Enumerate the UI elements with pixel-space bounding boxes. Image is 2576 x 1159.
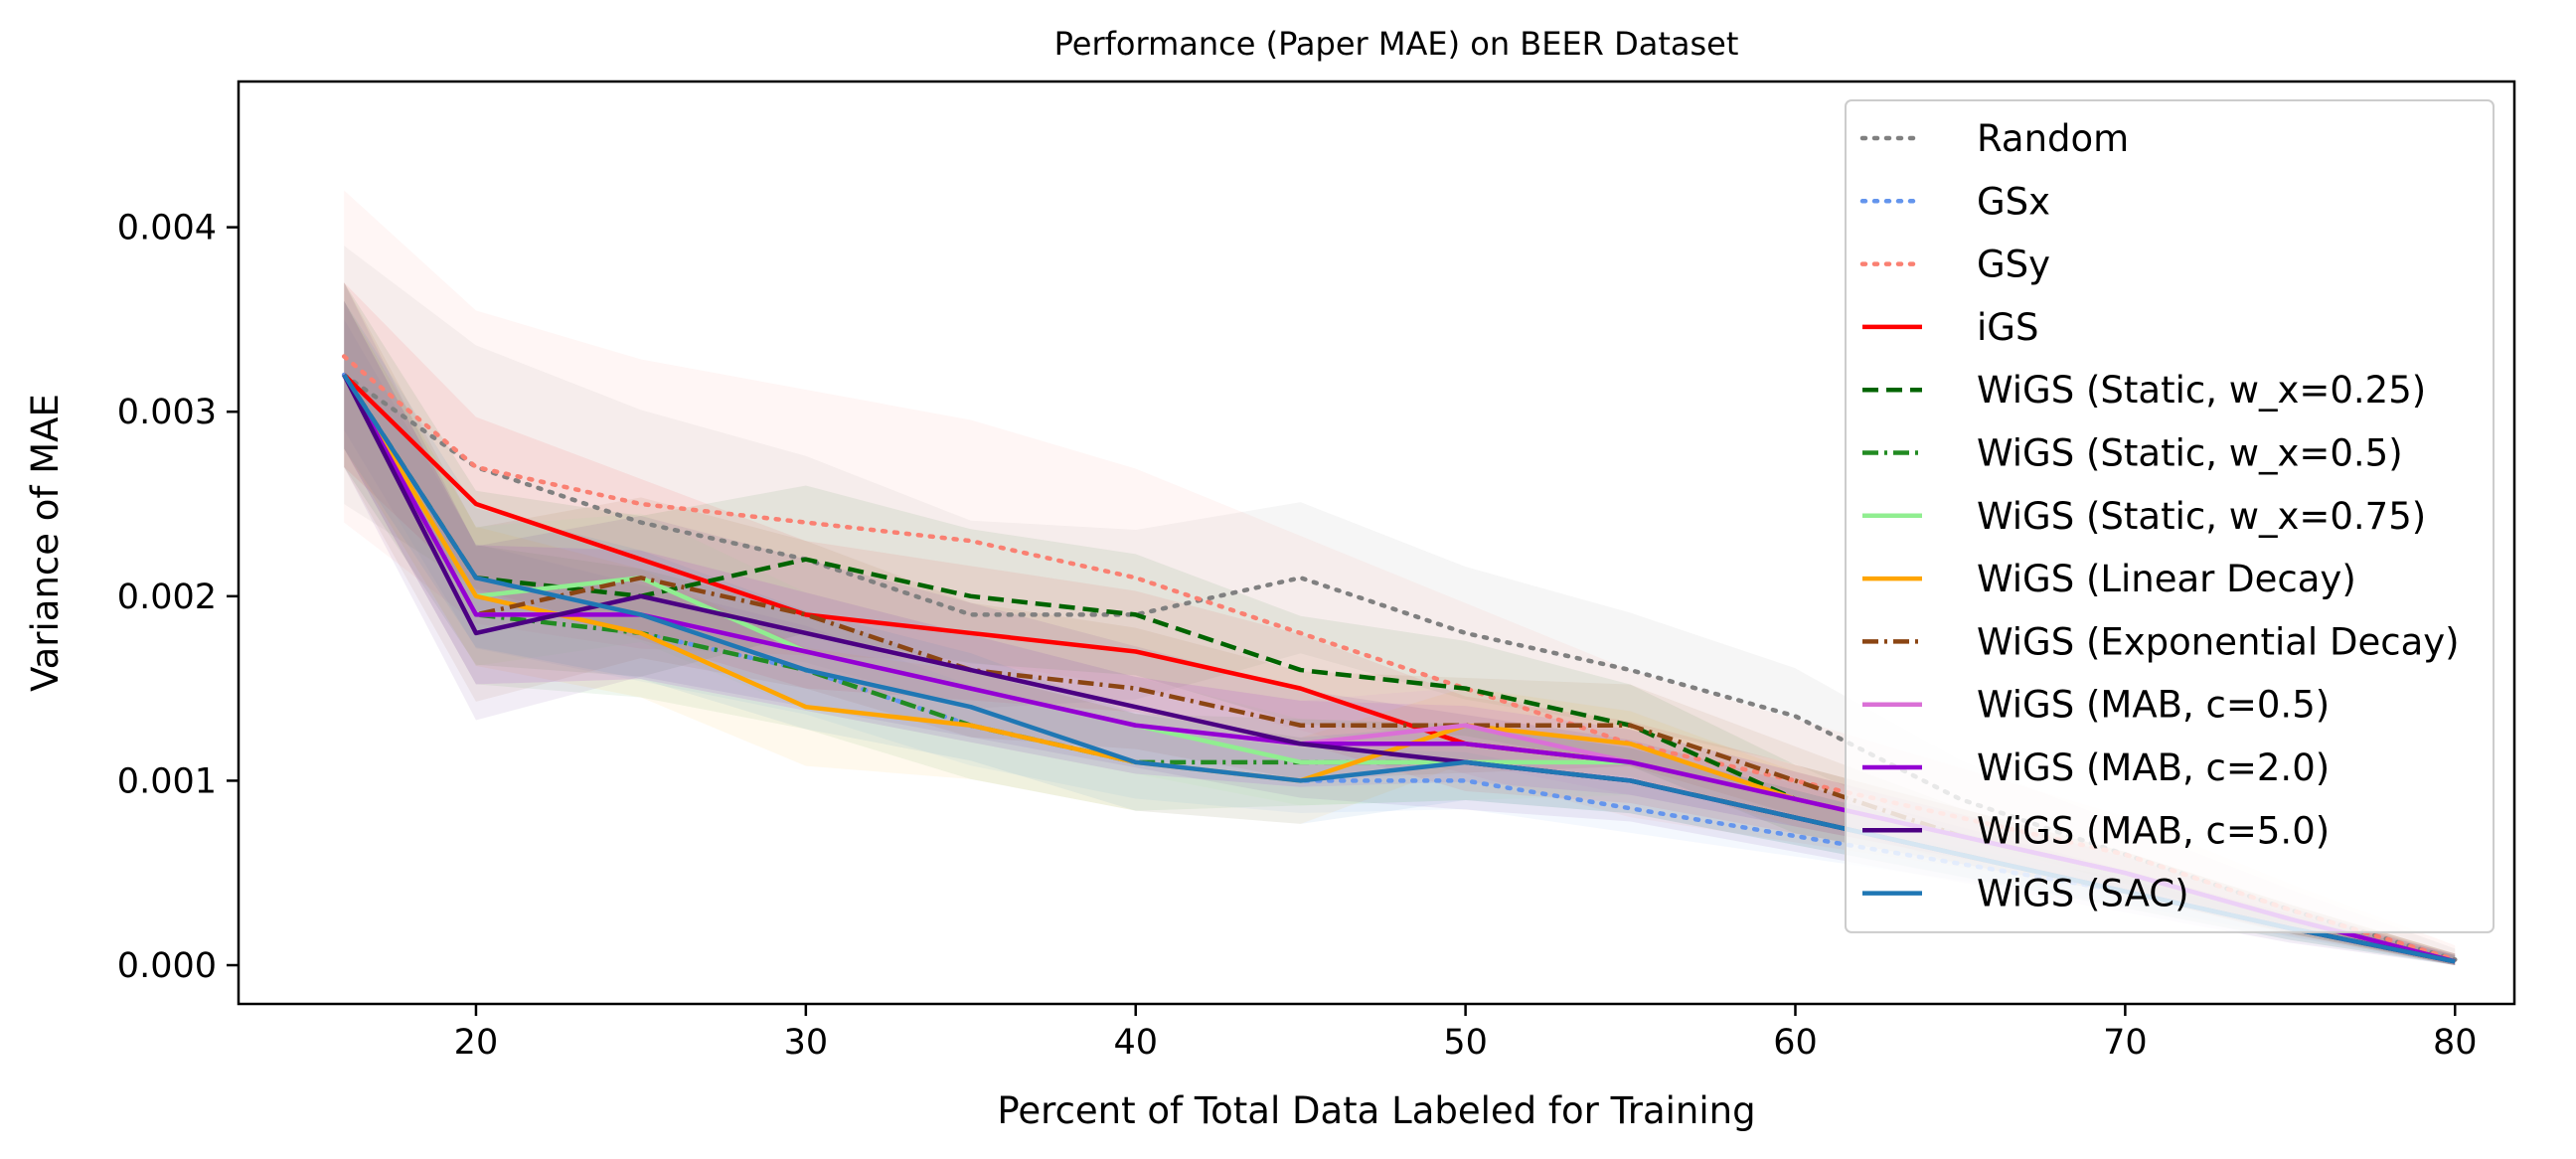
chart-title: Performance (Paper MAE) on BEER Dataset (1054, 25, 1739, 63)
y-tick-label: 0.004 (117, 209, 217, 248)
legend-item-random: Random (1859, 117, 2129, 160)
y-tick-label: 0.001 (117, 761, 217, 801)
legend-item-igs: iGS (1862, 306, 2038, 349)
y-tick-label: 0.002 (117, 578, 217, 617)
series-line-wigs-static-w-x-0-5 (342, 374, 2456, 964)
legend-item-wigs-static-w-x-0-25: WiGS (Static, w_x=0.25) (1862, 369, 2426, 412)
legend-item-wigs-mab-c-2-0: WiGS (MAB, c=2.0) (1862, 746, 2330, 789)
x-tick-label: 50 (1443, 1023, 1488, 1063)
legend-label: WiGS (Static, w_x=0.75) (1977, 495, 2426, 538)
y-tick-label: 0.000 (117, 946, 217, 986)
legend-item-gsy: GSy (1859, 244, 2050, 286)
legend-label: WiGS (Static, w_x=0.5) (1977, 432, 2403, 475)
legend-label: WiGS (MAB, c=2.0) (1977, 746, 2330, 789)
legend-label: WiGS (Exponential Decay) (1977, 620, 2460, 663)
plot-frame (237, 80, 2516, 1006)
x-tick-label: 70 (2103, 1023, 2148, 1063)
legend-label: WiGS (Linear Decay) (1977, 558, 2356, 600)
x-tick-label: 20 (454, 1023, 499, 1063)
x-tick-label: 60 (1773, 1023, 1818, 1063)
x-tick-label: 30 (784, 1023, 829, 1063)
legend-item-wigs-sac: WiGS (SAC) (1862, 873, 2189, 915)
legend-label: GSy (1977, 244, 2050, 286)
legend-label: WiGS (SAC) (1977, 873, 2189, 915)
series-line-wigs-exponential-decay (342, 374, 2456, 964)
legend-box (1845, 99, 2495, 933)
legend-label: WiGS (Static, w_x=0.25) (1977, 369, 2426, 412)
y-axis-label: Variance of MAE (24, 394, 67, 692)
legend-item-wigs-static-w-x-0-5: WiGS (Static, w_x=0.5) (1862, 432, 2403, 475)
y-axis-ticks: 0.000 0.001 0.002 0.003 0.004 (117, 209, 239, 986)
series-line-random (341, 372, 2458, 962)
series-line-gsy (341, 354, 2458, 962)
y-tick-label: 0.003 (117, 393, 217, 432)
legend-item-gsx: GSx (1859, 180, 2050, 223)
legend-item-wigs-static-w-x-0-75: WiGS (Static, w_x=0.75) (1862, 495, 2426, 538)
x-axis-label: Percent of Total Data Labeled for Traini… (997, 1089, 1755, 1132)
legend-item-wigs-linear-decay: WiGS (Linear Decay) (1862, 558, 2356, 600)
legend-label: Random (1977, 117, 2129, 160)
legend-item-wigs-mab-c-5-0: WiGS (MAB, c=5.0) (1862, 809, 2330, 852)
legend-label: WiGS (MAB, c=0.5) (1977, 684, 2330, 727)
x-tick-label: 80 (2433, 1023, 2478, 1063)
legend-label: WiGS (MAB, c=5.0) (1977, 809, 2330, 852)
legend-label: GSx (1977, 180, 2050, 223)
legend-item-wigs-mab-c-0-5: WiGS (MAB, c=0.5) (1862, 684, 2330, 727)
legend-label: iGS (1977, 306, 2038, 349)
x-tick-label: 40 (1113, 1023, 1158, 1063)
x-axis-ticks: 20 30 40 50 60 70 80 (454, 1004, 2478, 1063)
legend-item-wigs-exponential-decay: WiGS (Exponential Decay) (1862, 620, 2460, 663)
legend: Random GSx GSy iGS WiGS (Static, w_x=0.25) Wi… (1845, 99, 2495, 933)
